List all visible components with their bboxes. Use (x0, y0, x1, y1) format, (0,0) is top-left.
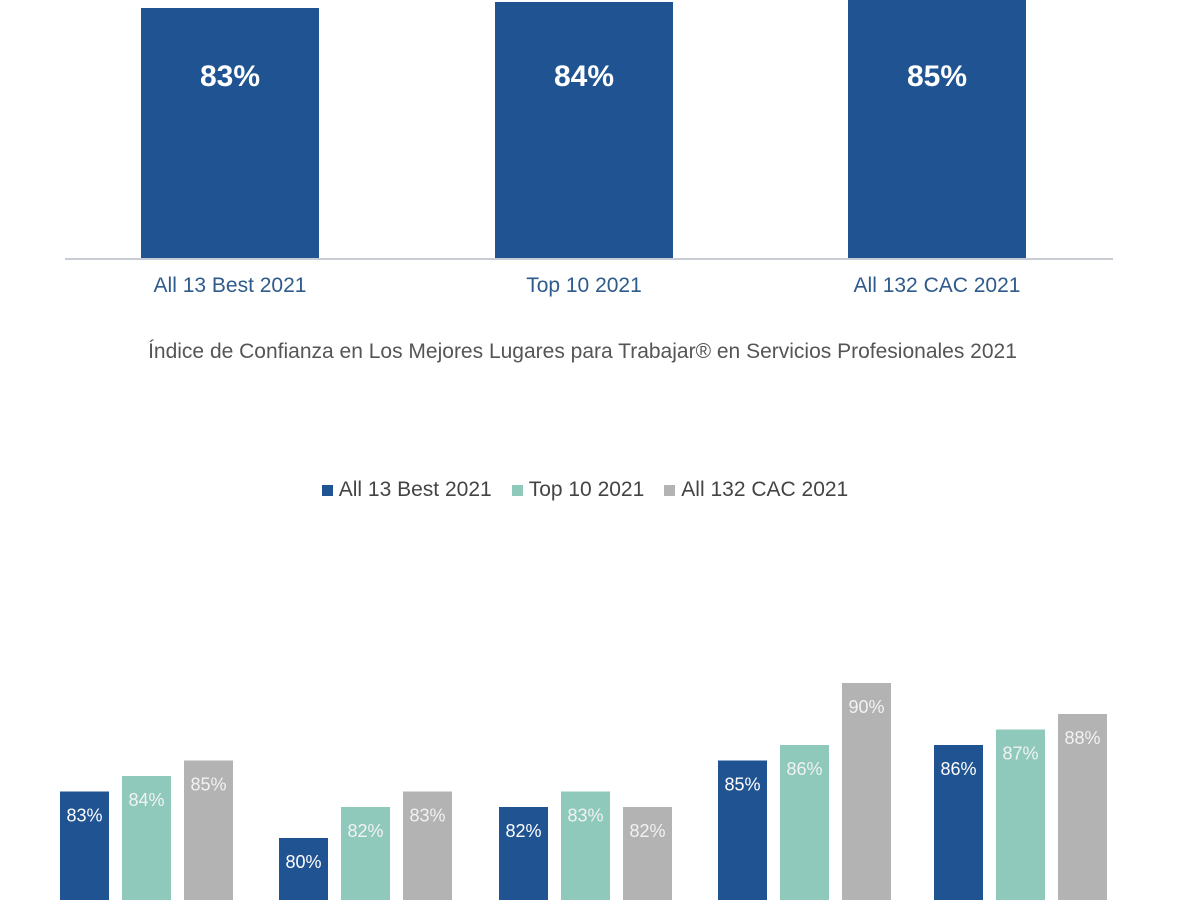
bar-group5-series2 (996, 729, 1045, 900)
bar-value-label-group3-series1: 82% (505, 821, 541, 841)
legend-item-cac: All 132 CAC 2021 (664, 478, 848, 502)
bar-value-label-group2-series1: 80% (285, 852, 321, 872)
bar-value-label-group3-series2: 83% (567, 806, 603, 826)
bar-value-label-group1-series2: 84% (128, 790, 164, 810)
bar-group5-series1 (934, 745, 983, 900)
bar-group5-series3 (1058, 714, 1107, 900)
bar-value-label-group4-series1: 85% (724, 775, 760, 795)
bar-value-label-group5-series1: 86% (940, 759, 976, 779)
legend-item-top10: Top 10 2021 (511, 478, 645, 502)
bar-value-label-3: 85% (907, 60, 967, 93)
bar-value-label-group3-series3: 82% (629, 821, 665, 841)
bar-value-label-group5-series3: 88% (1064, 728, 1100, 748)
bar-value-label-group1-series1: 83% (66, 806, 102, 826)
category-label-2: Top 10 2021 (526, 274, 642, 297)
legend-swatch-blue (321, 484, 333, 496)
bar-group2-series1 (279, 838, 328, 900)
bar-group3-series3 (623, 807, 672, 900)
bar-value-label-2: 84% (554, 60, 614, 93)
bar-group3-series1 (499, 807, 548, 900)
bar-group2-series3 (403, 791, 452, 900)
bar-value-label-group2-series2: 82% (347, 821, 383, 841)
top-bar-chart: 83% All 13 Best 2021 84% Top 10 2021 85% All … (65, 0, 1113, 297)
legend-swatch-gray (664, 484, 676, 496)
bar-value-label-group2-series3: 83% (409, 806, 445, 826)
bar-group1-series3 (184, 760, 233, 900)
legend-item-best: All 13 Best 2021 (321, 478, 492, 502)
bar-3 (848, 0, 1026, 258)
legend-label-cac: All 132 CAC 2021 (681, 478, 849, 501)
bar-group4-series3 (842, 683, 891, 900)
bar-group1-series1 (60, 791, 109, 900)
bottom-grouped-bar-chart: 83% 84% 85% 80% 82% 83% 82% 83% 82% 85% 86% 90% 86% 8… (60, 683, 1107, 900)
bar-value-label-group5-series2: 87% (1002, 744, 1038, 764)
bar-value-label-1: 83% (200, 60, 260, 93)
bar-group4-series2 (780, 745, 829, 900)
bar-value-label-group1-series3: 85% (190, 775, 226, 795)
bar-group3-series2 (561, 791, 610, 900)
bar-1 (141, 8, 319, 258)
legend-swatch-teal (511, 484, 523, 496)
bar-group2-series2 (341, 807, 390, 900)
category-label-1: All 13 Best 2021 (154, 274, 307, 297)
chart-legend: All 13 Best 2021 Top 10 2021 All 132 CAC… (0, 478, 1170, 502)
bar-value-label-group4-series3: 90% (848, 697, 884, 717)
legend-label-top10: Top 10 2021 (528, 478, 645, 501)
category-label-3: All 132 CAC 2021 (854, 274, 1021, 297)
bar-group4-series1 (718, 760, 767, 900)
bar-2 (495, 2, 673, 258)
chart-caption: Índice de Confianza en Los Mejores Lugar… (148, 340, 1017, 363)
legend-label-best: All 13 Best 2021 (338, 478, 492, 501)
bar-group1-series2 (122, 776, 171, 900)
bar-value-label-group4-series2: 86% (786, 759, 822, 779)
